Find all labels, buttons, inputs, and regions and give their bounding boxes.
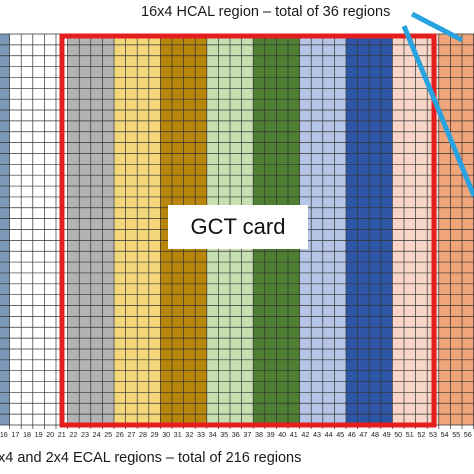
column-number-label: 40 (278, 430, 286, 439)
column-number-label: 46 (348, 430, 356, 439)
column-number-label: 49 (383, 430, 391, 439)
column-number-label: 53 (429, 430, 437, 439)
column-number-label: 35 (220, 430, 228, 439)
column-number-label: 25 (104, 430, 112, 439)
pointer-line (401, 25, 474, 197)
column-number-label: 42 (301, 430, 309, 439)
column-number-label: 24 (93, 430, 101, 439)
gct-card-outline (59, 33, 437, 428)
column-number-label: 26 (116, 430, 124, 439)
column-number-label: 39 (267, 430, 275, 439)
column-number-label: 19 (35, 430, 43, 439)
column-number-label: 30 (162, 430, 170, 439)
column-number-label: 20 (46, 430, 54, 439)
column-number-label: 51 (406, 430, 414, 439)
column-number-label: 22 (69, 430, 77, 439)
column-number-label: 37 (243, 430, 251, 439)
hcal-region-note: 16x4 HCAL region – total of 36 regions (141, 4, 391, 20)
column-number-label: 45 (336, 430, 344, 439)
column-number-label: 28 (139, 430, 147, 439)
column-number-label: 31 (174, 430, 182, 439)
column-number-label: 50 (394, 430, 402, 439)
ecal-region-note: x4 and 2x4 ECAL regions – total of 216 r… (0, 450, 302, 466)
column-number-label: 27 (127, 430, 135, 439)
column-number-label: 32 (185, 430, 193, 439)
column-number-label: 43 (313, 430, 321, 439)
column-number-label: 55 (452, 430, 460, 439)
column-number-label: 52 (417, 430, 425, 439)
column-number-label: 41 (290, 430, 298, 439)
column-number-label: 36 (232, 430, 240, 439)
pointer-line (410, 11, 464, 43)
gct-card-label: GCT card (168, 205, 308, 249)
column-number-label: 33 (197, 430, 205, 439)
column-number-label: 16 (0, 430, 8, 439)
column-number-label: 38 (255, 430, 263, 439)
column-number-label: 23 (81, 430, 89, 439)
column-number-label: 56 (464, 430, 472, 439)
column-number-label: 47 (359, 430, 367, 439)
column-number-label: 18 (23, 430, 31, 439)
column-number-label: 54 (441, 430, 449, 439)
column-number-label: 17 (11, 430, 19, 439)
column-number-label: 48 (371, 430, 379, 439)
column-number-label: 21 (58, 430, 66, 439)
column-number-label: 44 (325, 430, 333, 439)
column-number-label: 34 (209, 430, 217, 439)
column-number-label: 29 (151, 430, 159, 439)
